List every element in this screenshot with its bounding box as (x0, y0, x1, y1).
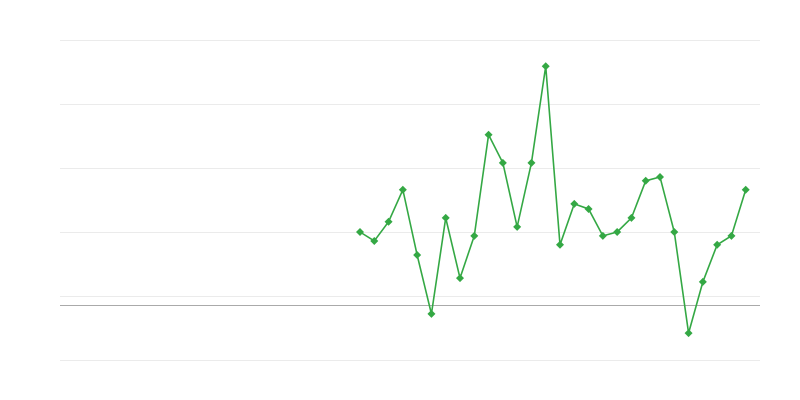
series-line (359, 66, 747, 334)
data-point (627, 213, 636, 222)
data-point (513, 222, 522, 231)
data-point (441, 213, 450, 222)
data-point (684, 329, 693, 338)
data-point (427, 309, 436, 318)
data-point (527, 158, 536, 167)
data-point (741, 185, 750, 194)
data-point (584, 204, 593, 213)
data-point (598, 231, 607, 240)
data-point (556, 240, 564, 249)
data-point (484, 130, 493, 139)
data-point (470, 231, 479, 240)
data-point (727, 231, 736, 240)
data-point (698, 277, 707, 286)
data-point (670, 228, 679, 236)
data-point (370, 236, 379, 245)
data-point (656, 172, 664, 181)
data-point (413, 251, 422, 260)
data-point (641, 176, 650, 185)
data-point (498, 158, 507, 167)
data-point (384, 217, 393, 226)
data-point (570, 199, 579, 208)
data-point (456, 274, 464, 283)
data-point (541, 62, 550, 71)
data-point (398, 185, 407, 194)
data-point (613, 228, 622, 236)
data-point (713, 240, 722, 249)
data-point (356, 228, 364, 236)
